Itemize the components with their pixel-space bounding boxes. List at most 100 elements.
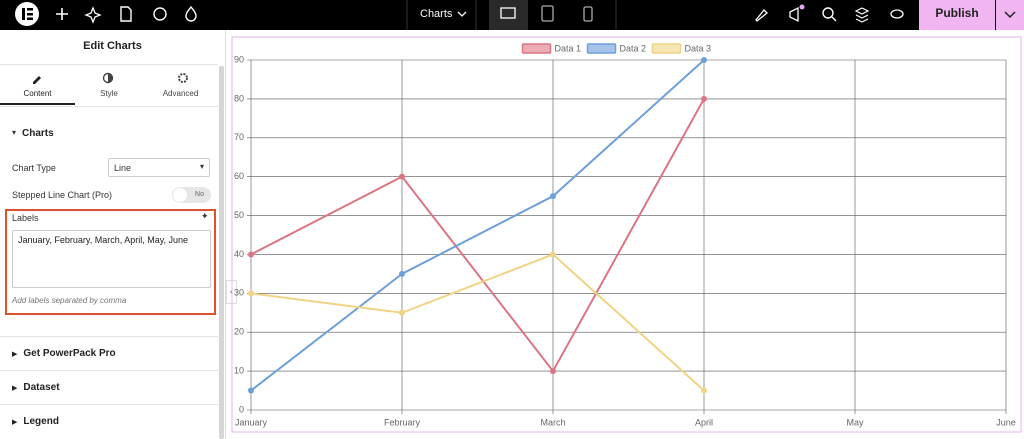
point (248, 251, 254, 258)
page-icon[interactable] (120, 6, 132, 22)
logo-mark (27, 17, 33, 20)
point (550, 251, 556, 258)
publish-button[interactable] (919, 0, 995, 30)
desktop-tab[interactable] (489, 0, 528, 30)
section-title: Legend (23, 416, 59, 427)
legend-label: Data 2 (620, 43, 647, 53)
series-line (250, 59, 705, 392)
advanced-icon (178, 73, 188, 83)
content-icon (33, 76, 41, 84)
point (550, 368, 556, 375)
caret: ▾ (12, 128, 17, 137)
point (701, 57, 707, 63)
panel: Edit Charts Content Style Advanced ▾ Cha… (0, 30, 226, 439)
ai-icon[interactable]: ✦ (201, 211, 209, 221)
hint: Add labels separated by comma (12, 296, 127, 305)
tab[interactable]: Advanced (162, 89, 199, 98)
point (550, 193, 556, 200)
textarea[interactable]: January, February, March, April, May, Ju… (12, 230, 211, 288)
field-label: Chart Type (12, 163, 56, 173)
tabs (0, 64, 218, 107)
top-bar-icons: Charts Publish (15, 0, 1024, 30)
publish-label: Publish (935, 6, 978, 20)
badge (799, 4, 805, 10)
search-icon (831, 16, 837, 22)
field-label: Labels (12, 213, 39, 223)
page-title[interactable]: Charts (420, 8, 453, 20)
x-tick-label: March (540, 417, 565, 427)
tab-icons (33, 72, 188, 84)
tab[interactable]: Content (23, 89, 52, 98)
scrollbar[interactable] (219, 66, 224, 439)
chevron[interactable] (457, 11, 467, 17)
tablet-icon[interactable] (541, 5, 554, 22)
rocket-icon[interactable] (755, 9, 768, 22)
legend-swatch (586, 43, 617, 54)
y-tick-label: 50 (234, 210, 244, 220)
y-tick-label: 60 (234, 171, 244, 181)
field-label: Stepped Line Chart (Pro) (12, 190, 113, 200)
x-tick-label: January (235, 417, 268, 427)
point (701, 95, 707, 102)
y-tick-label: 70 (234, 132, 244, 142)
point (399, 270, 405, 277)
search-icon[interactable] (822, 7, 834, 19)
y-tick-label: 80 (234, 93, 244, 103)
y-tick-label: 10 (234, 365, 244, 375)
section[interactable]: ▶ Legend (0, 404, 218, 437)
caret: ▶ (12, 385, 18, 392)
legend-swatch (521, 43, 552, 54)
publish-menu[interactable] (996, 0, 1024, 30)
preview-icon[interactable] (890, 9, 904, 19)
point (248, 387, 254, 394)
select-value: Line (114, 163, 132, 173)
point (701, 387, 707, 394)
x-tick-label: May (846, 417, 864, 427)
mobile-icon[interactable] (583, 6, 593, 22)
widget-frame (231, 36, 1022, 433)
section-title[interactable]: Charts (22, 128, 54, 139)
legend-swatch (651, 43, 682, 54)
caret: ▶ (12, 419, 18, 426)
active-tab-indicator (0, 103, 75, 105)
layers-icon[interactable] (854, 7, 870, 23)
caret: ▶ (12, 351, 18, 358)
y-tick-label: 20 (234, 327, 244, 337)
ai-icon[interactable] (84, 6, 102, 24)
select-arrow: ▾ (199, 162, 204, 171)
section[interactable]: ▶ Get PowerPack Pro (0, 336, 218, 369)
panel-title: Edit Charts (83, 40, 142, 52)
x-tick-label: April (695, 417, 713, 427)
toggle-knob (173, 188, 187, 202)
logo-mark (22, 8, 25, 20)
logo-mark (27, 8, 33, 11)
history-icon[interactable] (153, 7, 167, 21)
chevron (1004, 11, 1016, 19)
select[interactable]: Line ▾ (108, 158, 210, 177)
highlight (5, 209, 216, 315)
section[interactable]: ▶ Dataset (0, 370, 218, 403)
style-icon[interactable] (185, 5, 197, 22)
legend-label: Data 3 (685, 43, 712, 53)
legend-label: Data 1 (555, 43, 582, 53)
point (399, 309, 405, 316)
point (399, 173, 405, 180)
point (248, 290, 254, 297)
style-icon (108, 73, 113, 83)
section-title: Get PowerPack Pro (23, 348, 116, 359)
desktop-icon (500, 7, 516, 19)
y-tick-label: 90 (234, 54, 244, 64)
y-tick-label: 40 (234, 249, 244, 259)
x-tick-label: February (384, 417, 421, 427)
top-bar: Charts Publish (0, 0, 1024, 30)
tab[interactable]: Style (100, 89, 118, 98)
y-tick-label: 0 (239, 404, 244, 414)
notifications-icon[interactable] (789, 6, 799, 23)
add-icon[interactable] (56, 8, 68, 20)
toggle-label: No (195, 191, 204, 198)
series-line (250, 253, 705, 392)
x-tick-label: June (996, 417, 1016, 427)
toggle[interactable]: No (172, 187, 211, 203)
